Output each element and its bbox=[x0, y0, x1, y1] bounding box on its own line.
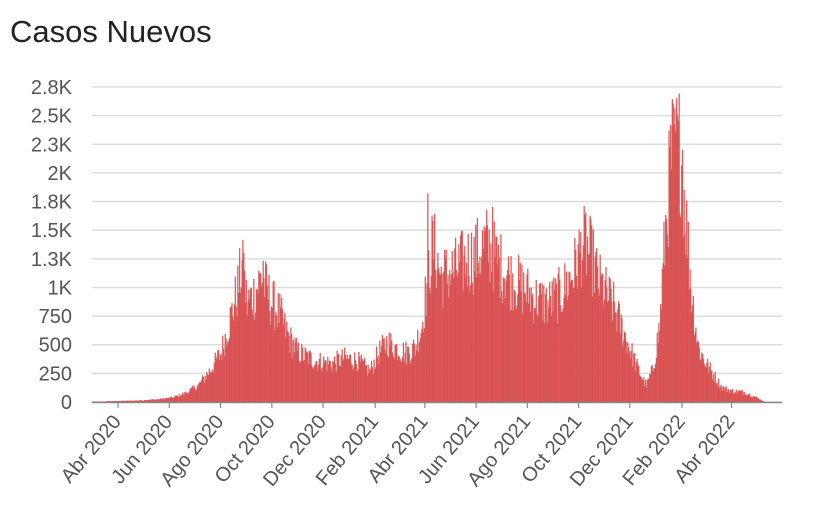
bars bbox=[92, 93, 765, 403]
y-tick-label: 1K bbox=[48, 277, 73, 299]
y-tick-label: 0 bbox=[61, 392, 72, 414]
y-tick-label: 500 bbox=[39, 335, 72, 357]
y-tick-label: 2K bbox=[48, 163, 73, 185]
y-tick-label: 2.3K bbox=[31, 134, 73, 156]
y-tick-label: 1.5K bbox=[31, 220, 73, 242]
y-tick-label: 1.3K bbox=[31, 249, 73, 271]
y-tick-label: 2.5K bbox=[31, 106, 73, 128]
y-tick-label: 1.8K bbox=[31, 192, 73, 214]
y-tick-label: 250 bbox=[39, 363, 72, 385]
y-tick-label: 2.8K bbox=[31, 77, 73, 99]
y-tick-label: 750 bbox=[39, 306, 72, 328]
chart-title: Casos Nuevos bbox=[10, 14, 212, 49]
y-axis-ticks: 0 250 500 750 1K 1.3K 1.5K 1.8K 2K 2.3K 2.5K 2.8K bbox=[31, 77, 73, 414]
